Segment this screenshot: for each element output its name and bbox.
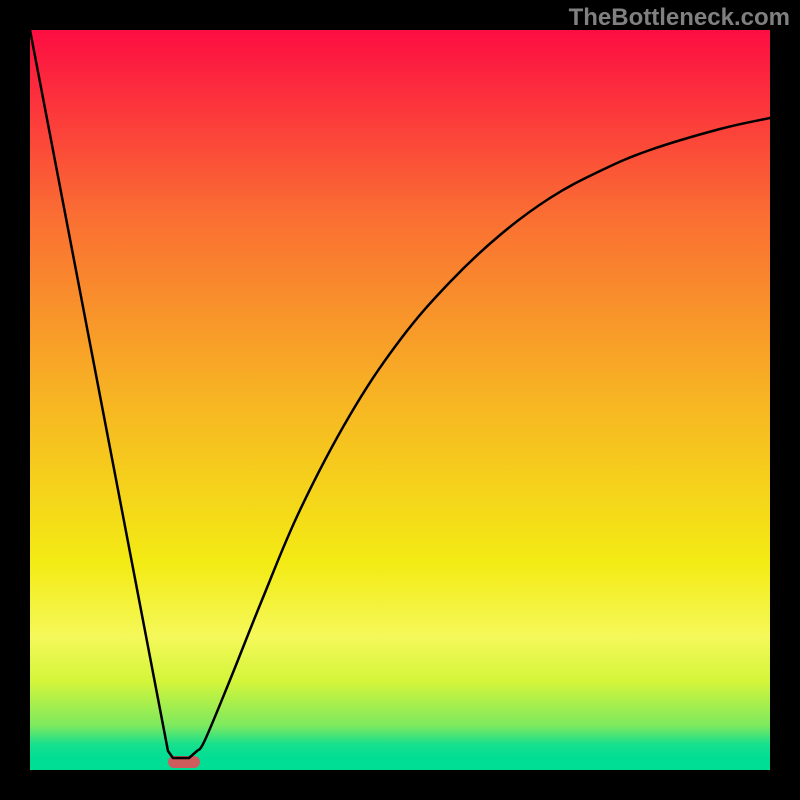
chart-container: TheBottleneck.com xyxy=(0,0,800,800)
bottleneck-chart-svg xyxy=(0,0,800,800)
plot-background xyxy=(30,30,770,770)
